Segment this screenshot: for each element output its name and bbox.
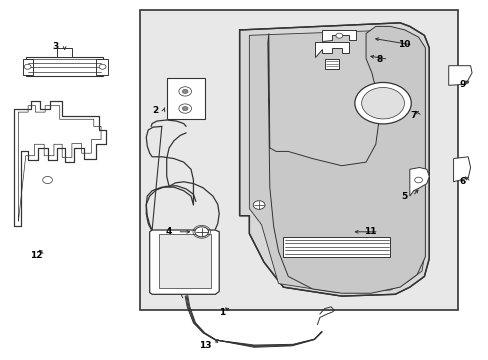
Polygon shape [453, 157, 469, 182]
Polygon shape [409, 167, 428, 196]
Circle shape [182, 89, 188, 94]
Text: 9: 9 [458, 80, 465, 89]
Circle shape [335, 33, 342, 38]
Polygon shape [324, 59, 339, 69]
Polygon shape [23, 59, 33, 75]
Circle shape [354, 82, 410, 124]
Polygon shape [249, 30, 424, 293]
Polygon shape [14, 102, 106, 226]
Circle shape [182, 107, 188, 111]
Text: 13: 13 [199, 341, 211, 350]
Bar [140, 10, 458, 310]
Circle shape [179, 104, 191, 113]
Text: 5: 5 [400, 192, 407, 201]
Circle shape [253, 201, 264, 209]
Text: 11: 11 [363, 227, 375, 236]
Polygon shape [26, 57, 103, 76]
Polygon shape [149, 230, 219, 294]
Circle shape [99, 64, 106, 69]
Text: 12: 12 [30, 251, 42, 260]
Text: 4: 4 [165, 227, 171, 236]
Text: 2: 2 [152, 106, 158, 115]
Text: 3: 3 [53, 41, 59, 50]
Text: 7: 7 [410, 111, 416, 120]
Polygon shape [283, 237, 389, 257]
Polygon shape [57, 48, 72, 57]
Polygon shape [166, 78, 204, 119]
Polygon shape [239, 23, 428, 296]
Circle shape [42, 176, 52, 184]
Circle shape [179, 87, 191, 96]
Text: 1: 1 [219, 308, 225, 317]
Text: 8: 8 [376, 55, 382, 64]
Polygon shape [159, 234, 211, 288]
Polygon shape [448, 66, 471, 85]
Circle shape [414, 177, 422, 183]
Polygon shape [267, 26, 425, 293]
Circle shape [361, 87, 404, 119]
Polygon shape [314, 42, 348, 57]
Text: 10: 10 [397, 40, 409, 49]
Text: 6: 6 [458, 177, 465, 186]
Polygon shape [96, 59, 108, 75]
Circle shape [195, 227, 208, 237]
Circle shape [24, 64, 31, 69]
Polygon shape [322, 30, 356, 41]
